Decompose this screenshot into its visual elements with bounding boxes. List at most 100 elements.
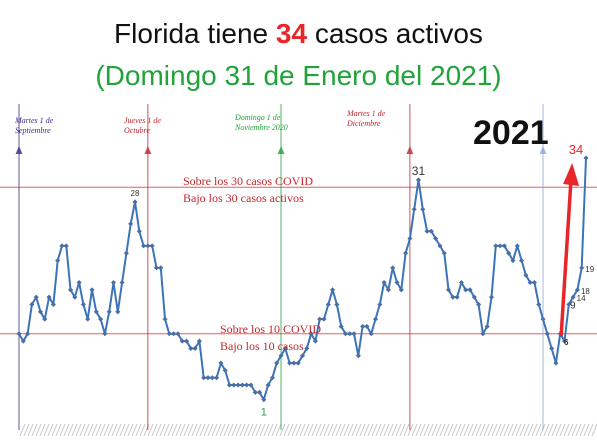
data-point (385, 287, 391, 293)
title-number: 34 (275, 18, 308, 49)
month-arrowhead-0 (15, 146, 23, 154)
hatch-tick (215, 423, 222, 437)
hatch-tick (327, 423, 334, 437)
data-point (80, 301, 86, 308)
data-point (278, 353, 284, 359)
data-point (295, 360, 301, 366)
hatch-tick (279, 423, 286, 437)
hatch-tick (63, 423, 70, 437)
hatch-tick (507, 423, 514, 437)
hatch-tick (535, 423, 542, 437)
hatch-tick (439, 423, 446, 437)
month-label-november-line1: Domingo 1 de (235, 113, 281, 122)
hatch-tick (247, 423, 254, 437)
data-point (330, 287, 336, 293)
hatch-tick (519, 423, 526, 437)
hatch-tick (283, 423, 290, 437)
increase-arrow (559, 163, 580, 337)
hatch-tick (383, 423, 390, 437)
hatch-tick (223, 423, 230, 437)
hatch-tick (567, 423, 574, 437)
data-point (364, 323, 370, 329)
reference-lines (0, 186, 597, 335)
data-point (536, 301, 542, 308)
data-point (484, 323, 490, 329)
hatch-tick (255, 423, 262, 437)
hatch-tick (371, 423, 378, 437)
data-point (381, 279, 387, 286)
hatch-tick (435, 423, 442, 437)
data-point (37, 309, 44, 315)
data-point (471, 294, 477, 300)
data-point (514, 243, 520, 249)
data-point (583, 155, 589, 161)
data-point (72, 294, 78, 300)
hatch-tick (343, 423, 350, 437)
hatch-tick (163, 423, 170, 437)
point-label: 19 (585, 265, 594, 274)
data-point (16, 331, 22, 337)
data-point (579, 265, 585, 271)
hatch-tick (511, 423, 518, 437)
hatch-tick (195, 423, 202, 437)
hatch-tick (123, 423, 130, 437)
ref-label-below-30: Bajo los 30 casos activos (183, 191, 304, 205)
data-point (549, 345, 555, 351)
hatch-tick (363, 423, 370, 437)
hatch-tick (31, 423, 38, 437)
hatch-tick (179, 423, 186, 437)
hatch-tick (251, 423, 258, 437)
hatch-tick (539, 423, 546, 437)
hatch-tick (39, 423, 46, 437)
data-point (304, 345, 310, 351)
data-point (531, 279, 538, 286)
month-arrowhead-4 (539, 146, 547, 154)
data-point (445, 287, 452, 293)
data-point (372, 316, 379, 322)
hatch-tick (159, 423, 166, 437)
hatch-tick (319, 423, 326, 437)
hatch-tick (395, 423, 402, 437)
hatch-tick (151, 423, 158, 437)
hatch-tick (211, 423, 218, 437)
hatch-tick (239, 423, 246, 437)
data-point (488, 294, 495, 300)
hatch-tick (503, 423, 510, 437)
hatch-tick (175, 423, 182, 437)
hatch-tick (411, 423, 418, 437)
hatch-tick (191, 423, 198, 437)
x-axis-hatch (19, 423, 597, 437)
hatch-tick (183, 423, 190, 437)
hatch-tick (475, 423, 482, 437)
hatch-tick (463, 423, 470, 437)
hatch-tick (155, 423, 162, 437)
data-point (519, 257, 525, 264)
hatch-tick (543, 423, 550, 437)
data-point (256, 389, 263, 395)
data-point (501, 243, 507, 249)
hatch-tick (555, 423, 562, 437)
hatch-tick (515, 423, 522, 437)
hatch-tick (451, 423, 458, 437)
hatch-tick (559, 423, 566, 437)
ref-label-above-30: Sobre los 30 casos COVID (183, 174, 313, 188)
data-point (196, 338, 202, 344)
hatch-tick (387, 423, 394, 437)
data-point (497, 243, 503, 249)
hatch-tick (523, 423, 530, 437)
hatch-tick (27, 423, 34, 437)
data-point (420, 206, 426, 212)
month-label-september: Martes 1 de Septiembre (15, 116, 87, 136)
data-point (63, 243, 69, 249)
hatch-tick (431, 423, 438, 437)
data-point (368, 331, 374, 337)
data-point (566, 301, 572, 308)
hatch-tick (91, 423, 98, 437)
hatch-tick (75, 423, 82, 437)
title-prefix: Florida tiene (114, 18, 276, 49)
hatch-tick (455, 423, 462, 437)
month-label-october-line1: Jueves 1 de (124, 116, 161, 125)
hatch-tick (447, 423, 454, 437)
data-point (321, 316, 327, 322)
